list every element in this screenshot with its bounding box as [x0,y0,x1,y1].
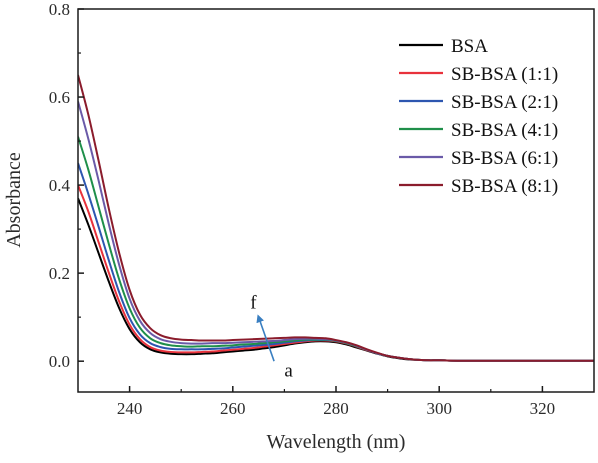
legend-label-1: SB-BSA (1:1) [451,64,558,85]
annotation-label-f: f [250,292,257,313]
plot-frame [77,8,595,393]
y-tick-label: 0.8 [49,0,70,19]
x-tick-label: 240 [117,399,143,418]
y-tick-label: 0.2 [49,264,70,283]
increase-arrow [256,314,275,362]
legend-label-0: BSA [451,36,488,57]
y-tick-label: 0.4 [49,176,71,195]
legend-label-5: SB-BSA (8:1) [451,176,558,197]
annotation-label-a: a [284,361,293,382]
series-line-3 [78,136,594,362]
legend-label-3: SB-BSA (4:1) [451,120,558,141]
series-layer [78,74,594,362]
x-tick-label: 280 [323,399,349,418]
ticks-layer: 240 260 280 300 320 0.0 0.2 0.4 0.6 0.8 [49,0,555,418]
legend-label-2: SB-BSA (2:1) [451,92,558,113]
x-axis-title: Wavelength (nm) [267,431,406,453]
series-line-5 [78,74,594,362]
series-line-1 [78,184,594,362]
y-axis-title: Absorbance [3,152,25,248]
x-tick-label: 260 [220,399,246,418]
annotation-layer: af [250,292,293,381]
x-tick-label: 320 [530,399,556,418]
legend: BSA SB-BSA (1:1) SB-BSA (2:1) SB-BSA (4:1) S… [399,36,558,197]
y-tick-label: 0.0 [49,352,70,371]
legend-label-4: SB-BSA (6:1) [451,148,558,169]
x-tick-label: 300 [426,399,452,418]
y-tick-label: 0.6 [49,88,70,107]
